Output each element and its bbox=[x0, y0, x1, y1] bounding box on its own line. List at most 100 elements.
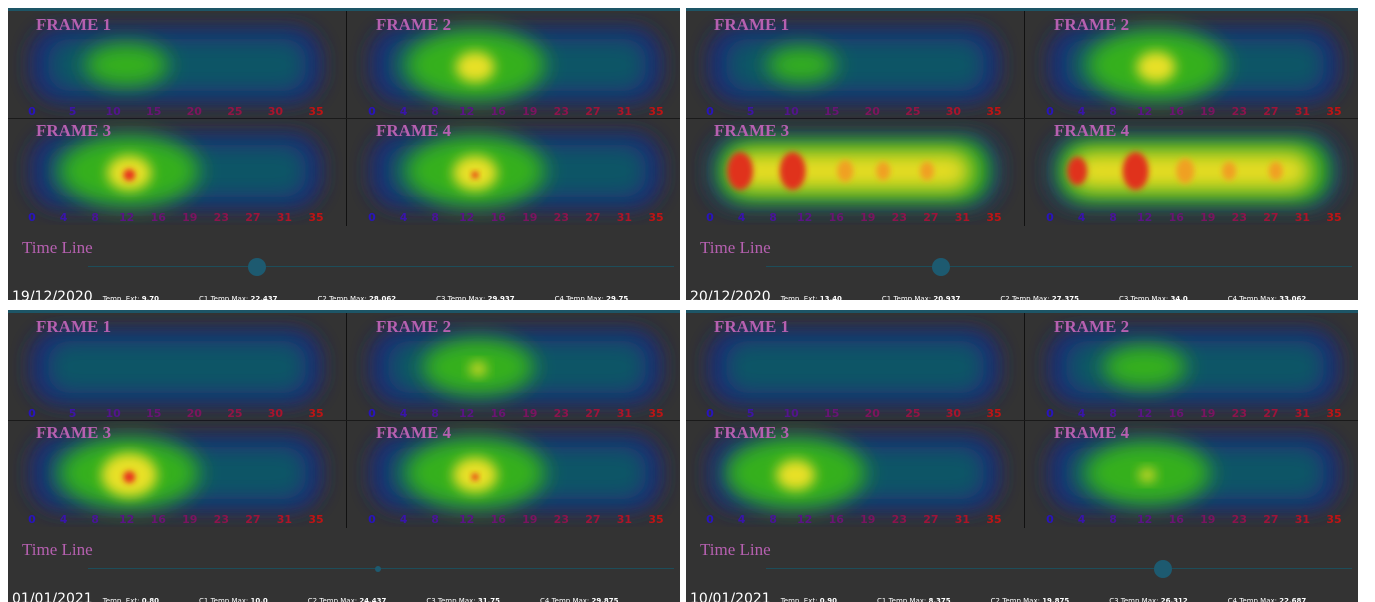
axis-tick-label: 0 bbox=[1046, 105, 1054, 118]
frame: 0 4 8 12 16 19 23 27 31 35 FRAME 4 bbox=[348, 421, 680, 527]
frame-label: FRAME 2 bbox=[1054, 15, 1130, 34]
reading-label: Temp. Ext: bbox=[102, 597, 140, 602]
heatmap: 0 4 8 12 16 19 23 27 31 35 bbox=[368, 27, 664, 118]
reading: C3 Temp Max: 29.937 bbox=[436, 295, 515, 300]
axis-tick-label: 0 bbox=[706, 513, 714, 526]
reading-label: C4 Temp Max: bbox=[554, 295, 604, 300]
axis-tick-label: 27 bbox=[1263, 407, 1278, 420]
axis-tick-label: 16 bbox=[829, 513, 845, 526]
frame: 0 4 8 12 16 19 23 27 31 35 FRAME 3 bbox=[686, 119, 1022, 225]
heat-hot bbox=[779, 152, 806, 190]
axis-tick-label: 23 bbox=[1232, 105, 1247, 118]
frame-label: FRAME 4 bbox=[1054, 121, 1130, 140]
reading-value: 0.80 bbox=[141, 597, 159, 602]
axis-tick-label: 31 bbox=[955, 513, 970, 526]
axis-tick-label: 4 bbox=[1078, 513, 1086, 526]
frame: 0 4 8 12 16 19 23 27 31 35 FRAME 3 bbox=[8, 119, 344, 225]
axis-tick-label: 15 bbox=[146, 105, 161, 118]
axis-tick-label: 20 bbox=[187, 105, 203, 118]
reading: C2 Temp Max: 19.875 bbox=[991, 597, 1070, 602]
axis-tick-label: 19 bbox=[1200, 513, 1215, 526]
heat-green bbox=[766, 47, 837, 83]
heatmap: 0 4 8 12 16 19 23 27 31 35 bbox=[706, 133, 1002, 224]
separator bbox=[8, 118, 680, 119]
axis-tick-label: 8 bbox=[91, 513, 99, 526]
axis-tick-label: 8 bbox=[1109, 105, 1117, 118]
reading-value: 29.75 bbox=[606, 295, 629, 300]
axis-tick-label: 15 bbox=[146, 407, 161, 420]
reading-label: Temp. Ext: bbox=[102, 295, 140, 300]
heat-green bbox=[1102, 345, 1187, 389]
axis-tick-label: 4 bbox=[60, 513, 68, 526]
reading-label: Temp. Ext: bbox=[780, 295, 818, 300]
axis-tick-label: 12 bbox=[459, 513, 474, 526]
axis-tick-label: 0 bbox=[368, 105, 376, 118]
frame-label: FRAME 3 bbox=[36, 121, 112, 140]
axis-tick-label: 23 bbox=[1232, 513, 1247, 526]
frame: 0 4 8 12 16 19 23 27 31 35 FRAME 4 bbox=[348, 119, 680, 225]
axis-tick-label: 4 bbox=[1078, 407, 1086, 420]
axis-tick-label: 16 bbox=[1169, 407, 1185, 420]
axis-tick-label: 20 bbox=[865, 105, 881, 118]
axis-tick-label: 23 bbox=[554, 211, 569, 224]
heat-yellow bbox=[1136, 51, 1176, 83]
axis-tick-label: 19 bbox=[860, 211, 875, 224]
axis-tick-label: 31 bbox=[1295, 211, 1310, 224]
timeline-knob[interactable] bbox=[1154, 560, 1173, 578]
reading-value: 34.0 bbox=[1170, 295, 1188, 300]
axis-tick-label: 0 bbox=[368, 513, 376, 526]
frame: 0 4 8 12 16 19 23 27 31 35 FRAME 2 bbox=[348, 13, 680, 119]
reading-label: C3 Temp Max: bbox=[1109, 597, 1159, 602]
timeline-label: Time Line bbox=[22, 238, 93, 257]
heatmap: 0 4 8 12 16 19 23 27 31 35 bbox=[706, 435, 1002, 526]
axis-tick-label: 27 bbox=[245, 513, 260, 526]
heat-hot bbox=[727, 152, 754, 190]
timeline-knob[interactable] bbox=[247, 258, 266, 276]
reading-label: Temp. Ext: bbox=[780, 597, 818, 602]
frame-label: FRAME 4 bbox=[1054, 423, 1130, 442]
heat-hot bbox=[1176, 158, 1195, 184]
axis-tick-label: 35 bbox=[1326, 105, 1341, 118]
frame: 0 4 8 12 16 19 23 27 31 35 FRAME 2 bbox=[1026, 13, 1358, 119]
axis-tick-label: 0 bbox=[28, 105, 36, 118]
frame: 0 5 10 15 20 25 30 35 FRAME 1 bbox=[8, 13, 344, 119]
axis-tick-label: 35 bbox=[1326, 407, 1341, 420]
reading: Temp. Ext: 0.80 bbox=[103, 597, 159, 602]
heat-yellow bbox=[469, 362, 487, 376]
date: 01/01/2021 bbox=[12, 591, 93, 602]
axis-tick-label: 16 bbox=[1169, 513, 1185, 526]
reading-label: C1 Temp Max: bbox=[199, 295, 249, 300]
heatmap: 0 4 8 12 16 19 23 27 31 35 bbox=[28, 133, 324, 224]
axis-tick-label: 15 bbox=[824, 407, 839, 420]
axis-tick-label: 12 bbox=[459, 407, 474, 420]
reading-value: 26.312 bbox=[1160, 597, 1188, 602]
reading: C3 Temp Max: 31.75 bbox=[426, 597, 500, 602]
frame-label: FRAME 1 bbox=[714, 15, 790, 34]
axis-tick-label: 27 bbox=[923, 211, 938, 224]
timeline-label: Time Line bbox=[700, 540, 771, 559]
heatmap: 0 4 8 12 16 19 23 27 31 35 bbox=[28, 435, 324, 526]
timeline-track bbox=[88, 266, 674, 267]
axis-tick-label: 31 bbox=[955, 211, 970, 224]
axis-tick-label: 16 bbox=[151, 513, 167, 526]
axis-tick-label: 12 bbox=[1137, 211, 1152, 224]
timeline-knob[interactable] bbox=[932, 258, 951, 276]
axis-tick-label: 19 bbox=[182, 513, 197, 526]
frame-label: FRAME 3 bbox=[714, 423, 790, 442]
reading-label: C2 Temp Max: bbox=[990, 597, 1040, 602]
heat-core bbox=[726, 39, 984, 91]
reading: C1 Temp Max: 22.437 bbox=[199, 295, 278, 300]
axis-tick-label: 27 bbox=[585, 211, 600, 224]
frame-label: FRAME 4 bbox=[376, 121, 452, 140]
axis-tick-label: 35 bbox=[1326, 211, 1341, 224]
reading: C1 Temp Max: 8.375 bbox=[877, 597, 951, 602]
axis-tick-label: 19 bbox=[522, 211, 537, 224]
date: 10/01/2021 bbox=[690, 591, 771, 602]
heatmap: 0 5 10 15 20 25 30 35 bbox=[706, 329, 1002, 420]
reading: C1 Temp Max: 10.0 bbox=[199, 597, 268, 602]
heat-yellow bbox=[776, 459, 816, 491]
axis-tick-label: 0 bbox=[368, 211, 376, 224]
timeline-knob[interactable] bbox=[374, 566, 381, 572]
axis-tick-label: 25 bbox=[227, 407, 242, 420]
axis-tick-label: 0 bbox=[28, 211, 36, 224]
